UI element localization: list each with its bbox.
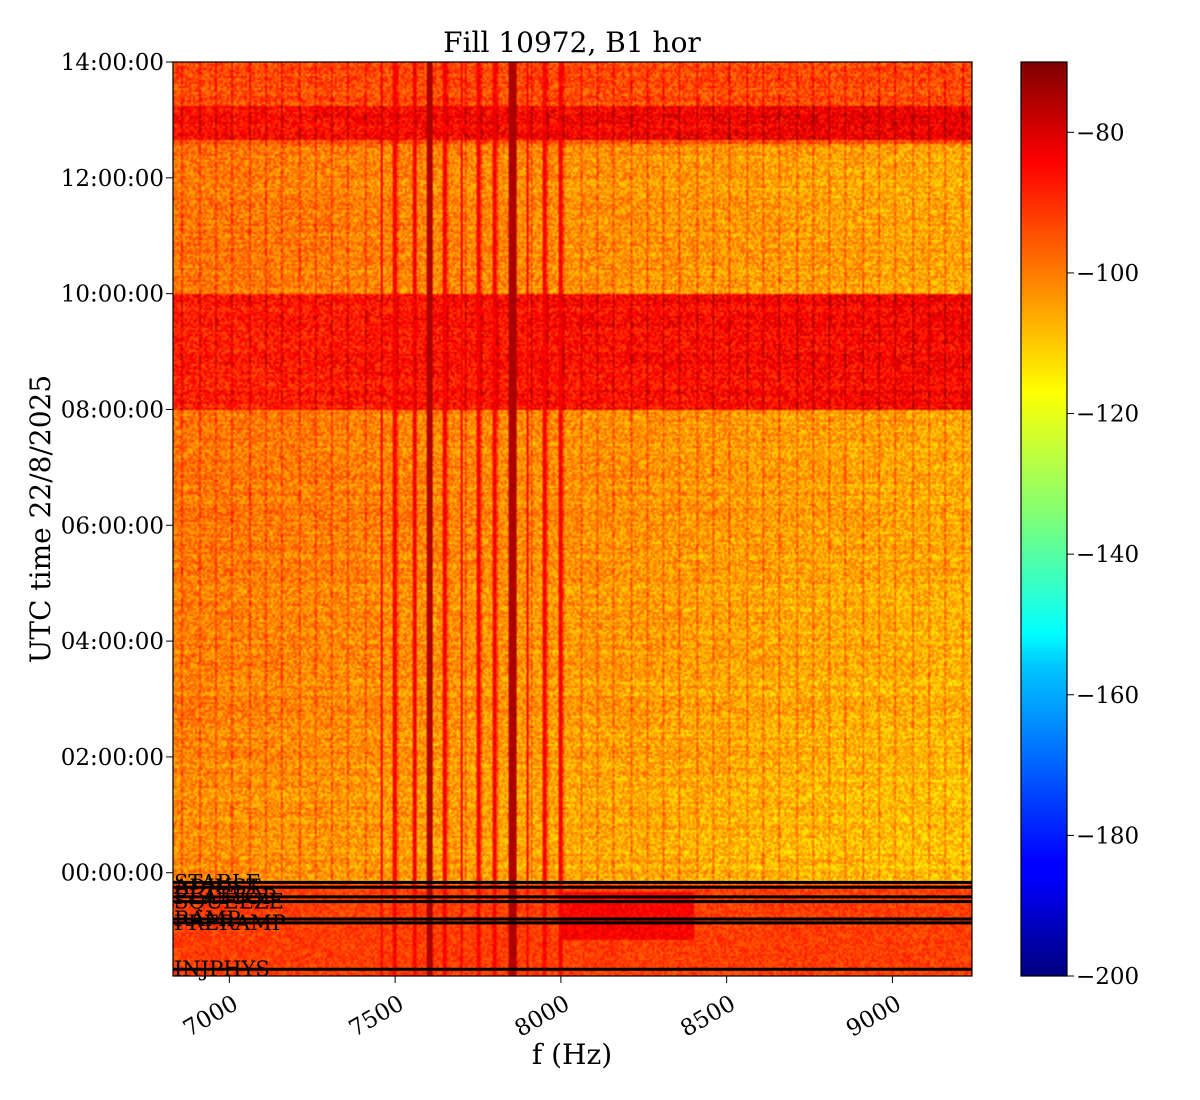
- x-tick-label-7000: 7000: [179, 991, 243, 1043]
- plot-area: [173, 62, 972, 976]
- plot-frame: [172, 61, 973, 977]
- colorbar-tick-label-3: −140: [1076, 542, 1139, 568]
- y-tick-label-3: 06:00:00: [61, 513, 164, 539]
- y-tick-label-6: 12:00:00: [61, 166, 164, 192]
- beam-mode-marker-lines: [173, 880, 972, 971]
- y-tick-label-7: 14:00:00: [61, 50, 164, 76]
- colorbar-tick-label-6: −200: [1076, 964, 1139, 990]
- colorbar-tick-label-2: −120: [1076, 402, 1139, 428]
- x-axis: 7000 7500 8000 8500 9000: [179, 976, 906, 1042]
- x-tick-label-7500: 7500: [345, 991, 409, 1043]
- colorbar-tick-label-5: −180: [1076, 823, 1139, 849]
- heatmap-image: [173, 62, 972, 976]
- colorbar-tick-label-0: −80: [1076, 120, 1125, 146]
- colorbar: [1020, 61, 1068, 977]
- x-tick-label-8000: 8000: [511, 991, 575, 1043]
- x-axis-label: f (Hz): [532, 1038, 612, 1071]
- beam-mode-label-adjust: ADJUST: [173, 875, 261, 899]
- y-tick-label-2: 04:00:00: [61, 629, 164, 655]
- colorbar-tick-label-4: −160: [1076, 683, 1139, 709]
- beam-mode-label-injphys: INJPHYS: [174, 957, 270, 981]
- colorbar-axis: −80 −100 −120 −140 −160 −180 −200: [1067, 120, 1139, 990]
- y-axis-label: UTC time 22/8/2025: [24, 375, 57, 663]
- y-tick-label-5: 10:00:00: [61, 282, 164, 308]
- beam-mode-label-flattop: FLATTOP: [174, 885, 276, 909]
- x-tick-label-8500: 8500: [676, 991, 740, 1043]
- beam-mode-label-stable: STABLE: [174, 870, 261, 894]
- beam-mode-label-squeeze: SQUEEZE: [174, 890, 284, 914]
- colorbar-tick-label-1: −100: [1076, 261, 1139, 287]
- y-tick-label-0: 00:00:00: [61, 861, 164, 887]
- y-tick-label-4: 08:00:00: [61, 397, 164, 423]
- y-tick-label-1: 02:00:00: [61, 745, 164, 771]
- chart-title: Fill 10972, B1 hor: [443, 26, 701, 59]
- x-tick-label-9000: 9000: [842, 991, 906, 1043]
- y-axis: 00:00:00 02:00:00 04:00:00 06:00:00 08:00:00…: [61, 50, 173, 887]
- beam-mode-label-ramp: RAMP: [174, 907, 241, 931]
- beam-mode-label-preramp: PRERAMP: [174, 911, 286, 935]
